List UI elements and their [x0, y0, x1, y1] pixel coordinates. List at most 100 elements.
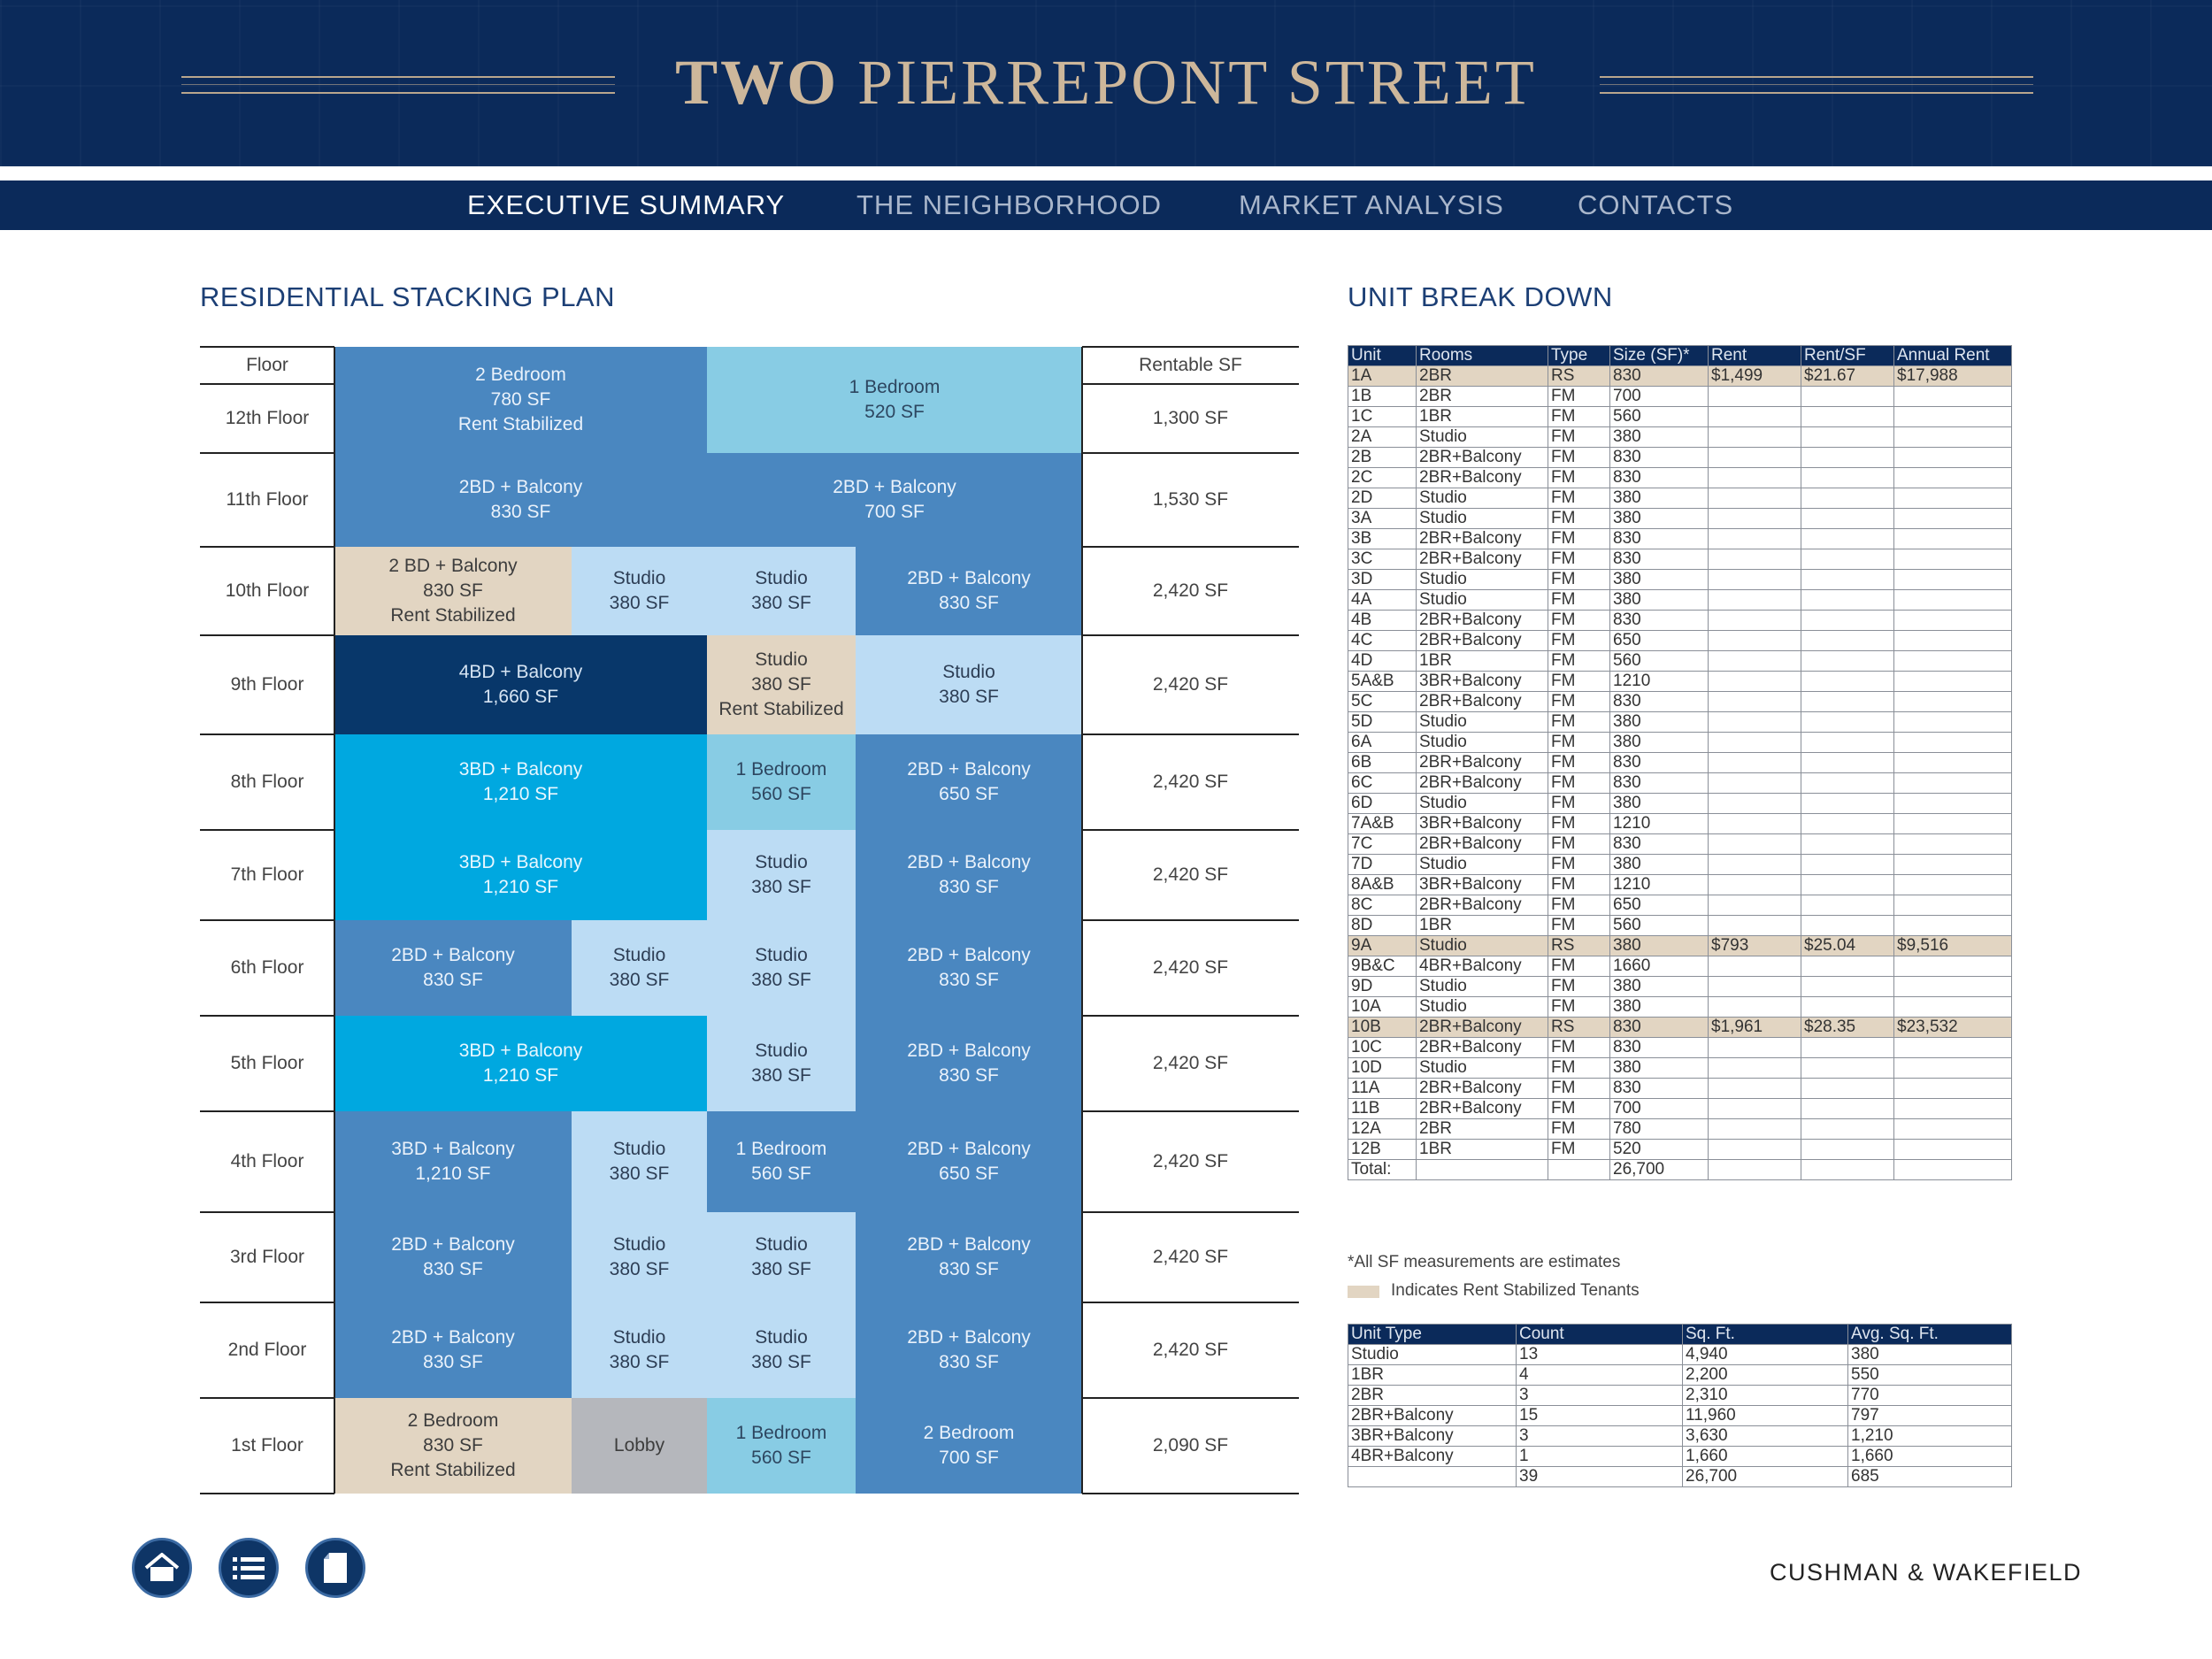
table-cell: FM — [1548, 976, 1610, 997]
table-cell — [1801, 508, 1894, 529]
nav-the-neighborhood[interactable]: THE NEIGHBORHOOD — [856, 189, 1162, 220]
table-row: 3D Studio FM 380 — [1348, 569, 2012, 590]
table-cell — [1893, 426, 2012, 448]
table-cell: 380 — [1609, 854, 1709, 875]
table-cell: FM — [1548, 996, 1610, 1018]
table-cell — [1893, 793, 2012, 814]
document-button[interactable] — [305, 1538, 365, 1598]
table-cell: 2A — [1348, 426, 1417, 448]
floor-label: 2nd Floor — [227, 1340, 307, 1360]
table-row: 4A Studio FM 380 — [1348, 589, 2012, 611]
table-cell: 1660 — [1609, 956, 1709, 977]
table-cell: 3D — [1348, 569, 1417, 590]
list-icon — [233, 1557, 265, 1579]
table-cell: 26,700 — [1682, 1466, 1848, 1487]
floor-label: 3rd Floor — [229, 1247, 305, 1267]
table-cell: 4BR+Balcony — [1348, 1446, 1517, 1467]
table-cell: 2BR — [1416, 365, 1548, 387]
rentable-sf-header: Rentable SF — [1139, 355, 1242, 375]
table-cell: Studio — [1416, 996, 1548, 1018]
table-cell — [1708, 833, 1801, 855]
unit-cell: Studio 380 SF — [572, 1212, 707, 1302]
table-cell — [1893, 610, 2012, 631]
grid-line — [200, 919, 334, 921]
unit-breakdown-table: Unit Rooms Type Size (SF)* Rent Rent/SF Annual… — [1348, 345, 2012, 1180]
table-row: 7D Studio FM 380 — [1348, 854, 2012, 875]
table-cell: 7D — [1348, 854, 1417, 875]
table-cell — [1708, 732, 1801, 753]
table-cell: FM — [1548, 854, 1610, 875]
table-cell — [1801, 426, 1894, 448]
grid-line — [200, 829, 334, 831]
table-cell: RS — [1548, 935, 1610, 956]
table-cell: 11B — [1348, 1098, 1417, 1119]
table-cell: 830 — [1609, 549, 1709, 570]
table-cell — [1548, 1159, 1610, 1180]
grid-line — [1082, 1493, 1299, 1494]
floor-label: 7th Floor — [230, 864, 304, 885]
table-row: 7A&B 3BR+Balcony FM 1210 — [1348, 813, 2012, 834]
contents-button[interactable] — [219, 1538, 279, 1598]
table-cell: FM — [1548, 874, 1610, 895]
table-row: 3BR+Balcony 3 3,630 1,210 — [1348, 1425, 2012, 1447]
grid-line — [200, 383, 334, 385]
table-cell — [1893, 1037, 2012, 1058]
table-cell: 830 — [1609, 1078, 1709, 1099]
document-icon — [324, 1553, 347, 1583]
table-cell — [1801, 772, 1894, 794]
table-row: 10C 2BR+Balcony FM 830 — [1348, 1037, 2012, 1058]
table-row: 8D 1BR FM 560 — [1348, 915, 2012, 936]
table-cell: 15 — [1516, 1405, 1683, 1426]
table-cell — [1801, 854, 1894, 875]
grid-line — [1082, 383, 1299, 385]
grid-line — [1082, 452, 1299, 454]
unit-cell: Studio 380 SF — [572, 920, 707, 1016]
table-cell — [1801, 569, 1894, 590]
unit-cell: 2BD + Balcony 830 SF — [856, 1302, 1082, 1398]
table-cell: FM — [1548, 630, 1610, 651]
nav-market-analysis[interactable]: MARKET ANALYSIS — [1239, 189, 1504, 220]
table-cell: 3BR+Balcony — [1416, 671, 1548, 692]
table-cell — [1893, 895, 2012, 916]
table-cell: 3BR+Balcony — [1348, 1425, 1517, 1447]
table-cell: 10D — [1348, 1057, 1417, 1079]
grid-line — [1082, 1110, 1299, 1112]
table-row: 12B 1BR FM 520 — [1348, 1139, 2012, 1160]
table-row: 5D Studio FM 380 — [1348, 711, 2012, 733]
unit-cell: Studio 380 SF — [572, 547, 707, 635]
table-cell: 2,310 — [1682, 1385, 1848, 1406]
main-nav: EXECUTIVE SUMMARY THE NEIGHBORHOOD MARKE… — [0, 180, 2212, 230]
table-cell: 1A — [1348, 365, 1417, 387]
table-row: 5C 2BR+Balcony FM 830 — [1348, 691, 2012, 712]
table-cell: 2BR — [1416, 386, 1548, 407]
table-cell — [1708, 772, 1801, 794]
table-cell — [1893, 630, 2012, 651]
floor-label: 10th Floor — [225, 580, 310, 601]
table-cell: Studio — [1416, 569, 1548, 590]
table-cell — [1708, 854, 1801, 875]
grid-line — [200, 733, 334, 735]
table-row: 8A&B 3BR+Balcony FM 1210 — [1348, 874, 2012, 895]
table-cell — [1708, 691, 1801, 712]
table-cell — [1893, 467, 2012, 488]
table-cell: 830 — [1609, 467, 1709, 488]
table-header-cell: Unit — [1348, 345, 1417, 366]
table-cell: 4,940 — [1682, 1344, 1848, 1365]
nav-executive-summary[interactable]: EXECUTIVE SUMMARY — [467, 189, 786, 220]
table-cell — [1801, 956, 1894, 977]
table-cell — [1708, 1078, 1801, 1099]
floor-column-header: Floor — [246, 355, 288, 375]
table-cell: 1 — [1516, 1446, 1683, 1467]
home-button[interactable] — [132, 1538, 192, 1598]
rentable-sf-value: 1,300 SF — [1152, 408, 1229, 428]
table-cell — [1893, 976, 2012, 997]
table-cell — [1801, 996, 1894, 1018]
table-cell: 11,960 — [1682, 1405, 1848, 1426]
nav-contacts[interactable]: CONTACTS — [1578, 189, 1734, 220]
table-cell — [1708, 752, 1801, 773]
table-cell: $17,988 — [1893, 365, 2012, 387]
table-row: 11A 2BR+Balcony FM 830 — [1348, 1078, 2012, 1099]
unit-cell: 3BD + Balcony 1,210 SF — [334, 1016, 707, 1111]
table-cell — [1708, 996, 1801, 1018]
table-cell — [1801, 589, 1894, 611]
